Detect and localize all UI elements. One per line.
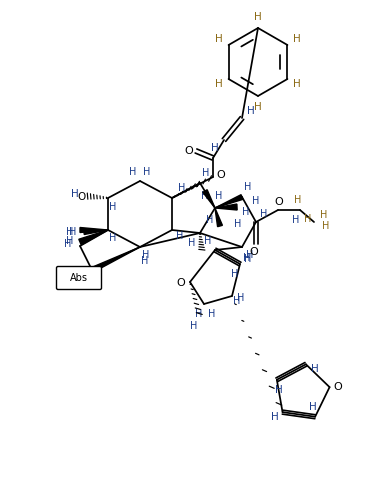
Text: H: H: [292, 215, 300, 225]
Text: H: H: [129, 167, 137, 177]
Text: H: H: [293, 35, 301, 44]
Text: H: H: [247, 106, 255, 116]
Text: H: H: [309, 402, 317, 412]
Polygon shape: [215, 208, 223, 227]
Text: H: H: [252, 196, 260, 206]
Polygon shape: [80, 228, 108, 233]
Text: H: H: [234, 219, 242, 229]
Text: H: H: [322, 221, 330, 231]
Text: H: H: [69, 227, 77, 237]
Text: H: H: [202, 168, 210, 178]
Text: H: H: [215, 191, 223, 201]
Polygon shape: [203, 190, 215, 208]
Text: H: H: [142, 250, 150, 260]
Text: H: H: [143, 167, 151, 177]
Text: O: O: [184, 146, 193, 156]
Text: H: H: [93, 279, 101, 289]
Text: H: H: [271, 412, 279, 422]
Text: H: H: [215, 80, 223, 89]
Text: H: H: [294, 195, 302, 205]
Text: H: H: [242, 207, 250, 217]
Polygon shape: [91, 247, 140, 272]
Polygon shape: [215, 195, 243, 208]
Text: H: H: [254, 102, 262, 112]
Text: H: H: [237, 293, 245, 303]
Text: H: H: [233, 296, 241, 306]
Polygon shape: [215, 204, 237, 210]
Text: H: H: [231, 269, 239, 279]
Text: H: H: [188, 238, 196, 248]
Text: H: H: [320, 210, 328, 220]
Text: H: H: [190, 321, 198, 331]
Text: O: O: [217, 170, 225, 180]
Polygon shape: [84, 230, 108, 235]
Text: H: H: [244, 254, 252, 264]
Text: H: H: [304, 214, 312, 224]
Text: H: H: [141, 256, 149, 266]
Polygon shape: [79, 230, 108, 245]
Text: H: H: [244, 182, 252, 192]
Text: H: H: [275, 385, 283, 395]
Text: H: H: [211, 143, 219, 153]
Text: H: H: [176, 231, 184, 241]
Text: O: O: [177, 278, 185, 288]
Text: H: H: [66, 227, 74, 237]
Text: H: H: [293, 80, 301, 89]
Text: H: H: [206, 215, 214, 225]
FancyBboxPatch shape: [56, 266, 101, 289]
Text: H: H: [215, 35, 223, 44]
Text: H: H: [64, 239, 72, 249]
Text: H: H: [71, 189, 79, 199]
Text: H: H: [109, 233, 117, 243]
Text: H: H: [109, 202, 117, 212]
Text: H: H: [243, 253, 251, 263]
Text: H: H: [195, 309, 203, 319]
Text: O: O: [333, 382, 342, 392]
Text: O: O: [250, 247, 258, 257]
Text: H: H: [204, 236, 212, 246]
Text: O: O: [77, 192, 85, 202]
Text: H: H: [66, 236, 74, 246]
Text: O: O: [274, 197, 283, 207]
Text: H: H: [311, 364, 319, 374]
Text: H: H: [178, 183, 186, 193]
Text: H: H: [260, 209, 268, 219]
Text: H: H: [254, 12, 262, 22]
Text: H: H: [201, 191, 209, 201]
Text: H: H: [78, 270, 86, 280]
Text: H: H: [208, 309, 216, 319]
Text: H: H: [246, 250, 254, 260]
Text: Abs: Abs: [70, 273, 88, 283]
